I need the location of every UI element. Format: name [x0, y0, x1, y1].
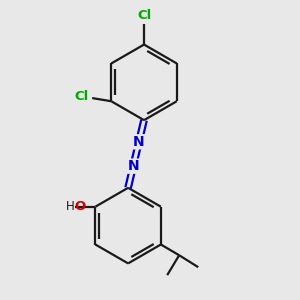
Text: H: H	[66, 200, 75, 213]
Text: N: N	[128, 159, 139, 173]
Text: N: N	[133, 135, 145, 149]
Text: O: O	[75, 200, 86, 213]
Text: Cl: Cl	[137, 9, 151, 22]
Text: Cl: Cl	[74, 90, 88, 103]
